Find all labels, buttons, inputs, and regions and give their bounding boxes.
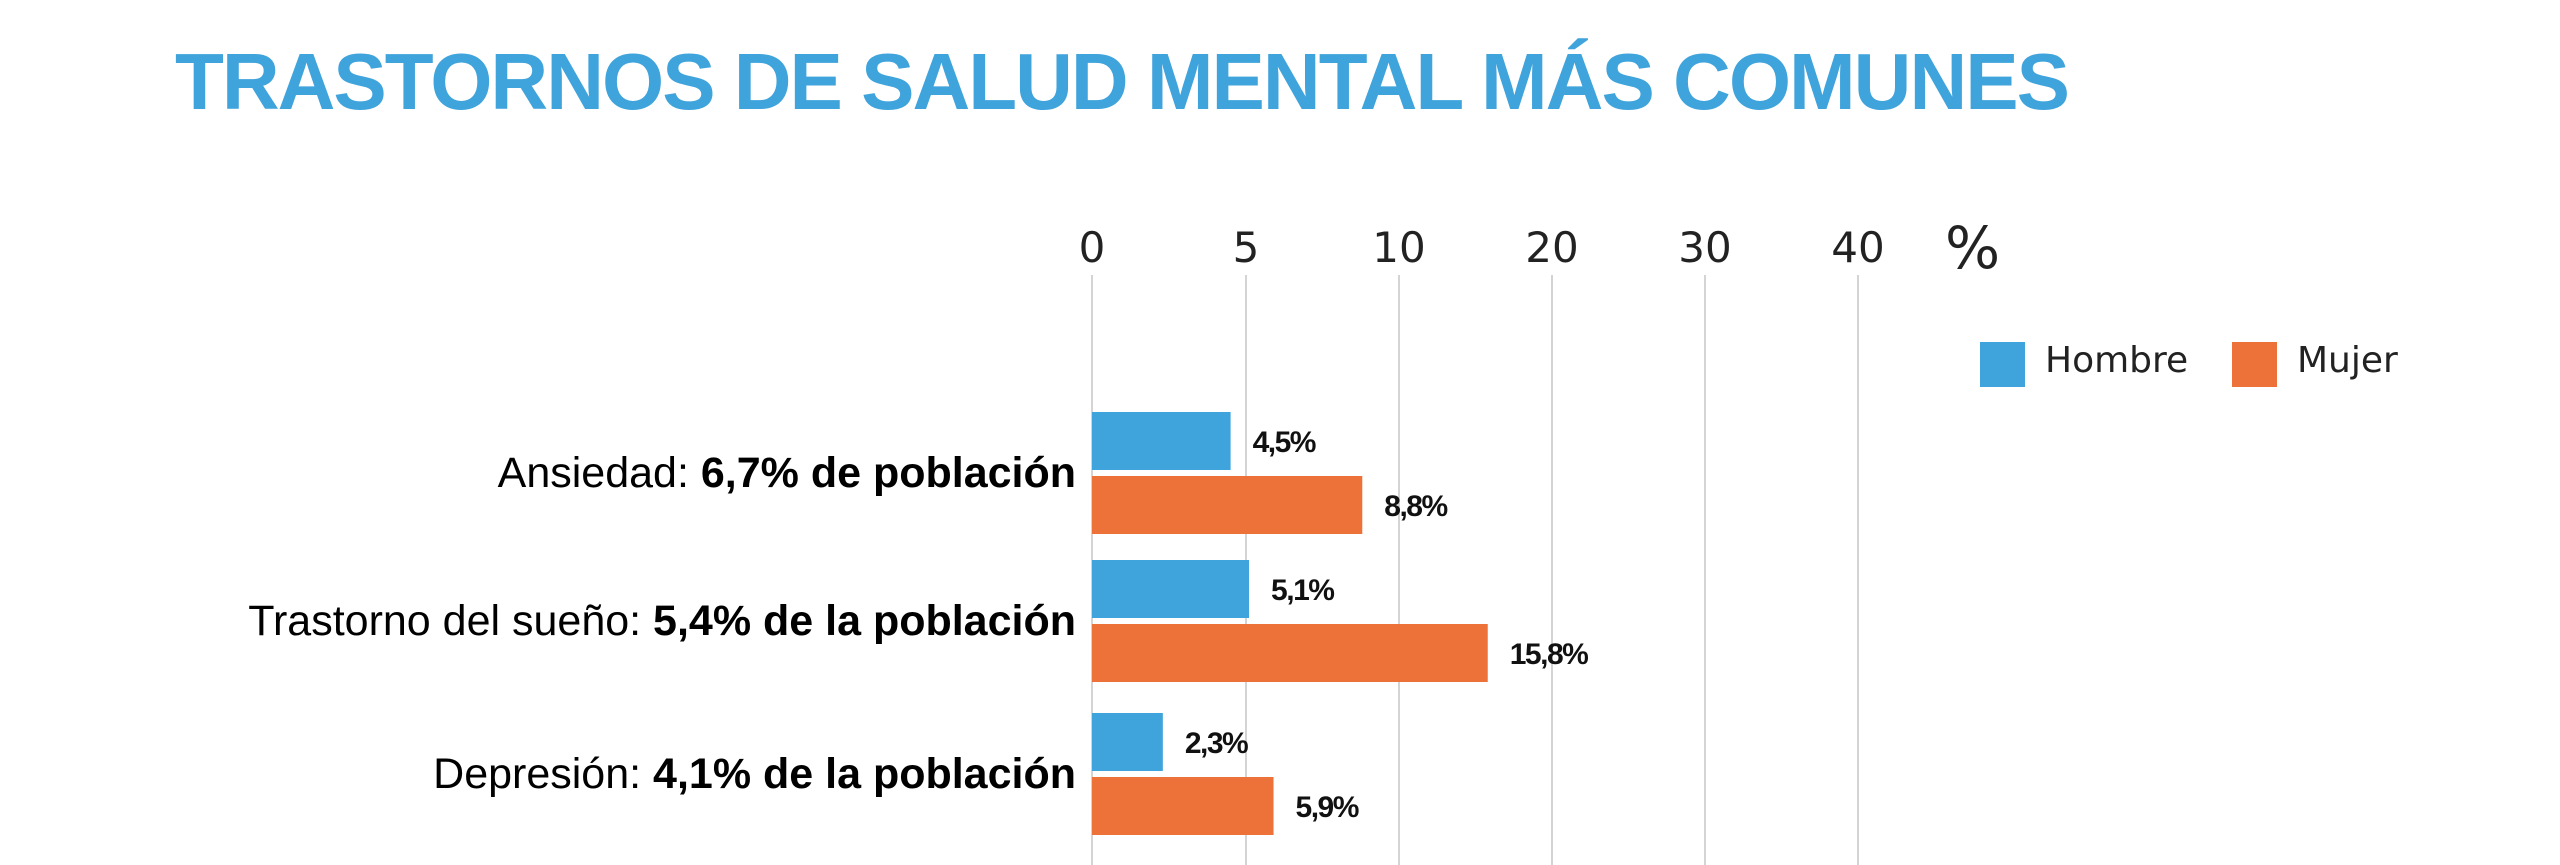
bar-mujer [1092,777,1274,835]
x-tick-label: 30 [1678,223,1731,272]
legend-swatch-mujer [2232,342,2277,387]
data-label: 5,1% [1271,574,1334,607]
axis-unit-label: % [1945,214,2000,282]
chart-title: TRASTORNOS DE SALUD MENTAL MÁS COMUNES [175,37,2070,126]
data-label: 5,9% [1296,791,1359,824]
data-label: 8,8% [1384,490,1447,523]
legend-swatch-hombre [1980,342,2025,387]
data-label: 15,8% [1510,638,1588,671]
bar-hombre [1092,560,1250,618]
legend: Hombre Mujer [1980,340,2398,387]
legend-label: Mujer [2297,340,2398,381]
bar-mujer [1092,624,1488,682]
x-tick-label: 0 [1079,223,1106,272]
bars: 4,5% 8,8% 5,1% 15,8% 2,3% 5,9% [1092,412,1590,835]
x-tick-label: 5 [1233,223,1260,272]
bar-mujer [1092,476,1363,534]
category-label: Ansiedad: 6,7% de población [498,449,1076,497]
data-label: 2,3% [1185,727,1248,760]
legend-label: Hombre [2045,340,2188,381]
data-label: 4,5% [1253,426,1316,459]
x-tick-label: 10 [1372,223,1425,272]
bar-hombre [1092,713,1163,771]
category-label: Depresión: 4,1% de la población [433,750,1076,798]
category-label: Trastorno del sueño: 5,4% de la població… [248,597,1076,645]
x-tick-label: 40 [1831,223,1884,272]
x-tick-label: 20 [1525,223,1578,272]
category-labels: Ansiedad: 6,7% de población Trastorno del… [248,449,1076,798]
bar-hombre [1092,412,1231,470]
x-axis-ticks: 0 5 10 20 30 40 [1079,223,1885,272]
